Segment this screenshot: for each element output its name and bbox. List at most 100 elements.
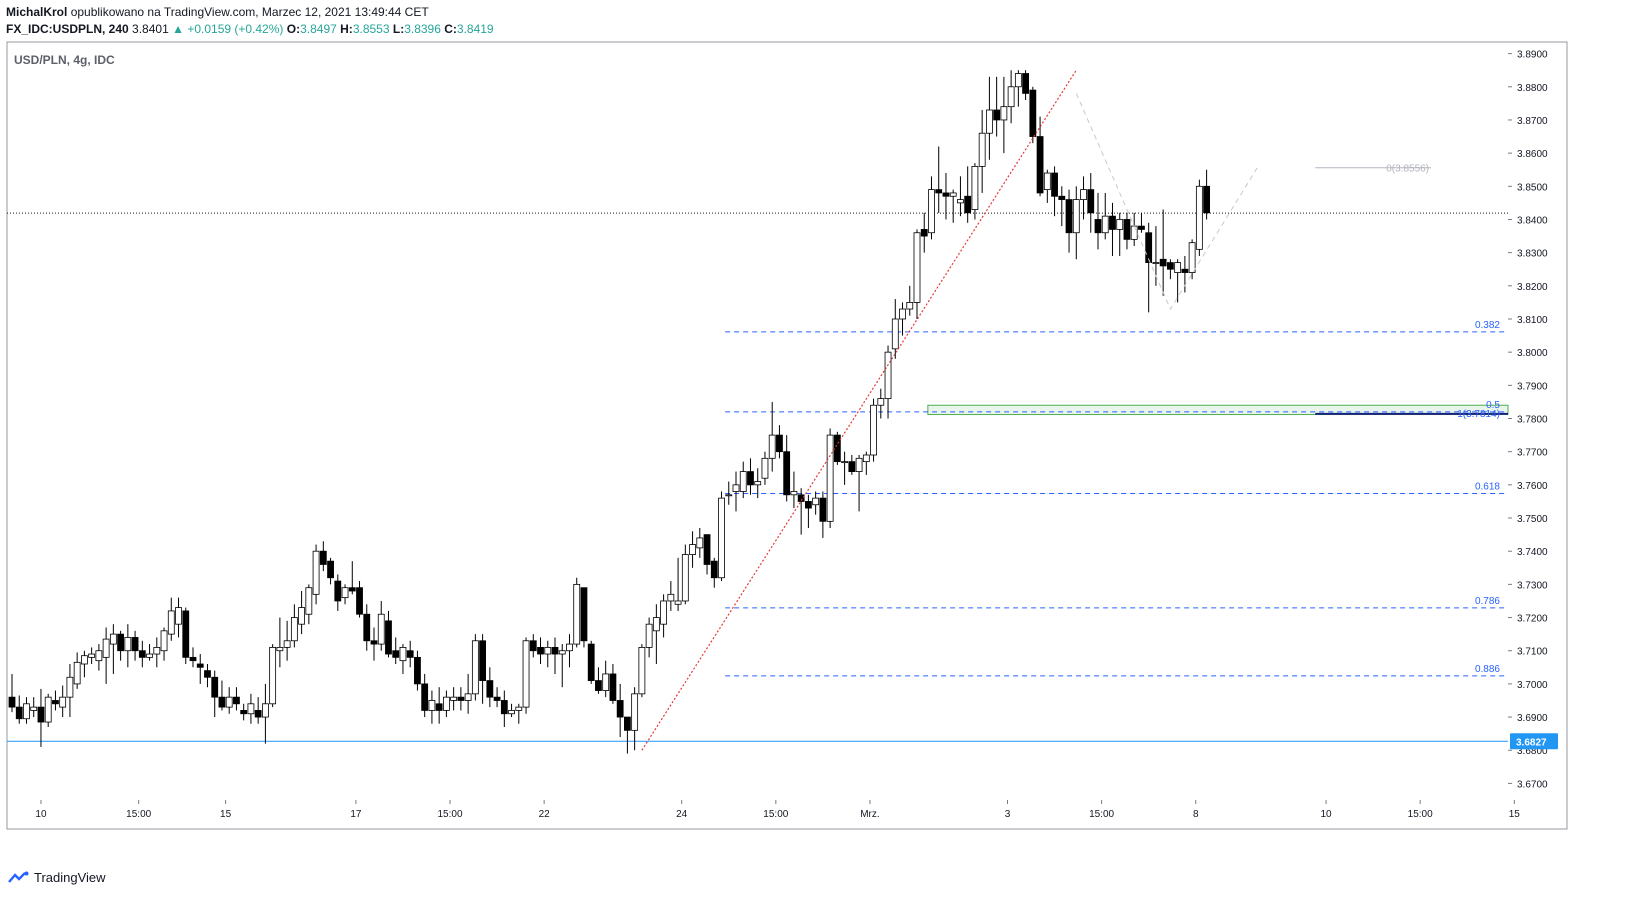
candle-down (920, 229, 928, 237)
candle-up (341, 587, 349, 599)
y-tick-label: 3.7000 (1517, 680, 1548, 691)
candle-up (59, 696, 67, 708)
ohlc-legend: FX_IDC:USDPLN, 240 3.8401 ▲ +0.0159 (+0.… (6, 22, 494, 36)
change-arrow-icon: ▲ (172, 22, 184, 36)
y-tick-label: 3.7600 (1517, 481, 1548, 492)
candle-up (276, 647, 284, 652)
candle-up (1072, 199, 1080, 234)
candle-up (95, 650, 103, 662)
candle-up (667, 593, 675, 602)
candle-up (877, 398, 885, 406)
price-axis[interactable]: 3.6700 3.6800 3.6900 3.7000 3.7100 3.7200 3.73… (1508, 50, 1558, 791)
candle-up (399, 647, 407, 662)
candle-down (233, 696, 240, 705)
y-tick-label: 3.8700 (1517, 116, 1548, 127)
x-tick-label: 15:00 (1408, 809, 1433, 820)
candle-up (124, 637, 132, 652)
candle-up (73, 661, 81, 685)
y-tick-label: 3.6700 (1517, 779, 1548, 790)
x-tick-label: 15:00 (126, 809, 151, 820)
low-value: 3.8396 (404, 22, 441, 36)
y-tick-label: 3.7700 (1517, 448, 1548, 459)
candle-up (312, 550, 320, 595)
candle-up (638, 647, 646, 695)
candle-down (703, 534, 711, 565)
price-lines (7, 212, 1508, 742)
candle-up (841, 461, 848, 464)
candle-up (681, 554, 689, 602)
candle-down (935, 189, 943, 194)
y-tick-label: 3.8300 (1517, 249, 1548, 260)
candle-up (971, 165, 979, 210)
open-value: 3.8497 (300, 22, 337, 36)
candle-down (500, 700, 508, 715)
close-value: 3.8419 (456, 22, 494, 36)
candle-down (1051, 172, 1058, 197)
low-label: L: (392, 22, 405, 36)
candle-up (283, 640, 291, 648)
candle-down (319, 550, 327, 565)
candle-up (949, 192, 957, 197)
candle-up (377, 613, 385, 645)
candle-down (616, 700, 624, 718)
candle-down (182, 610, 190, 658)
candle-down (551, 647, 559, 655)
fib-level-label: 0.786 (1475, 596, 1500, 607)
pattern-projection (1075, 93, 1258, 311)
candle-up (109, 633, 117, 645)
y-tick-label: 3.8000 (1517, 348, 1548, 359)
candle-up (1000, 106, 1008, 121)
candle-up (515, 706, 523, 711)
y-tick-label: 3.6900 (1517, 713, 1548, 724)
y-tick-label: 3.7400 (1517, 547, 1548, 558)
candle-down (783, 451, 791, 496)
candle-down (385, 620, 392, 655)
candle-down (1159, 258, 1167, 267)
candle-down (15, 706, 23, 720)
price-label-text: 3.6827 (1516, 737, 1547, 748)
candle-up (826, 434, 834, 522)
candle-down (1181, 268, 1189, 273)
candle-up (732, 484, 740, 492)
x-tick-label: 15 (220, 809, 232, 820)
candle-down (1138, 225, 1145, 230)
candle-down (414, 656, 421, 685)
candle-up (225, 696, 233, 708)
candle-up (978, 132, 986, 167)
candle-up (812, 497, 820, 506)
candle-up (66, 676, 74, 698)
candle-up (290, 617, 298, 642)
candle-up (645, 623, 653, 648)
support-zone (927, 404, 1509, 416)
candle-up (1116, 219, 1124, 230)
candle-down (1065, 199, 1073, 234)
footer-brand[interactable]: TradingView (34, 870, 106, 885)
publish-info: MichalKrol opublikowano na TradingView.c… (6, 5, 429, 19)
candle-up (884, 351, 892, 400)
candle-up (247, 703, 255, 715)
x-tick-label: 8 (1193, 809, 1199, 820)
candle-down (805, 501, 812, 509)
candle-down (356, 587, 363, 615)
tradingview-logo-icon (8, 871, 29, 883)
author-name[interactable]: MichalKrol (6, 5, 68, 19)
candle-up (544, 647, 552, 655)
candle-up (442, 696, 450, 711)
candle-down (52, 700, 59, 705)
candle-down (37, 706, 45, 723)
x-tick-label: 15:00 (763, 809, 788, 820)
candle-down (1123, 219, 1131, 240)
candle-down (833, 434, 841, 463)
candle-down (348, 587, 356, 592)
y-tick-label: 3.8800 (1517, 83, 1548, 94)
candle-up (631, 693, 639, 731)
candle-up (906, 302, 914, 310)
candle-down (529, 640, 537, 652)
candle-down (1167, 262, 1174, 270)
candle-up (508, 710, 515, 715)
candle-down (327, 560, 334, 579)
candle-down (254, 710, 262, 718)
candle-down (747, 471, 754, 486)
time-axis[interactable]: 10 15:00 15 17 15:00 22 24 15:00 Mrz. 3 15:00 8 10 15… (35, 800, 1520, 820)
